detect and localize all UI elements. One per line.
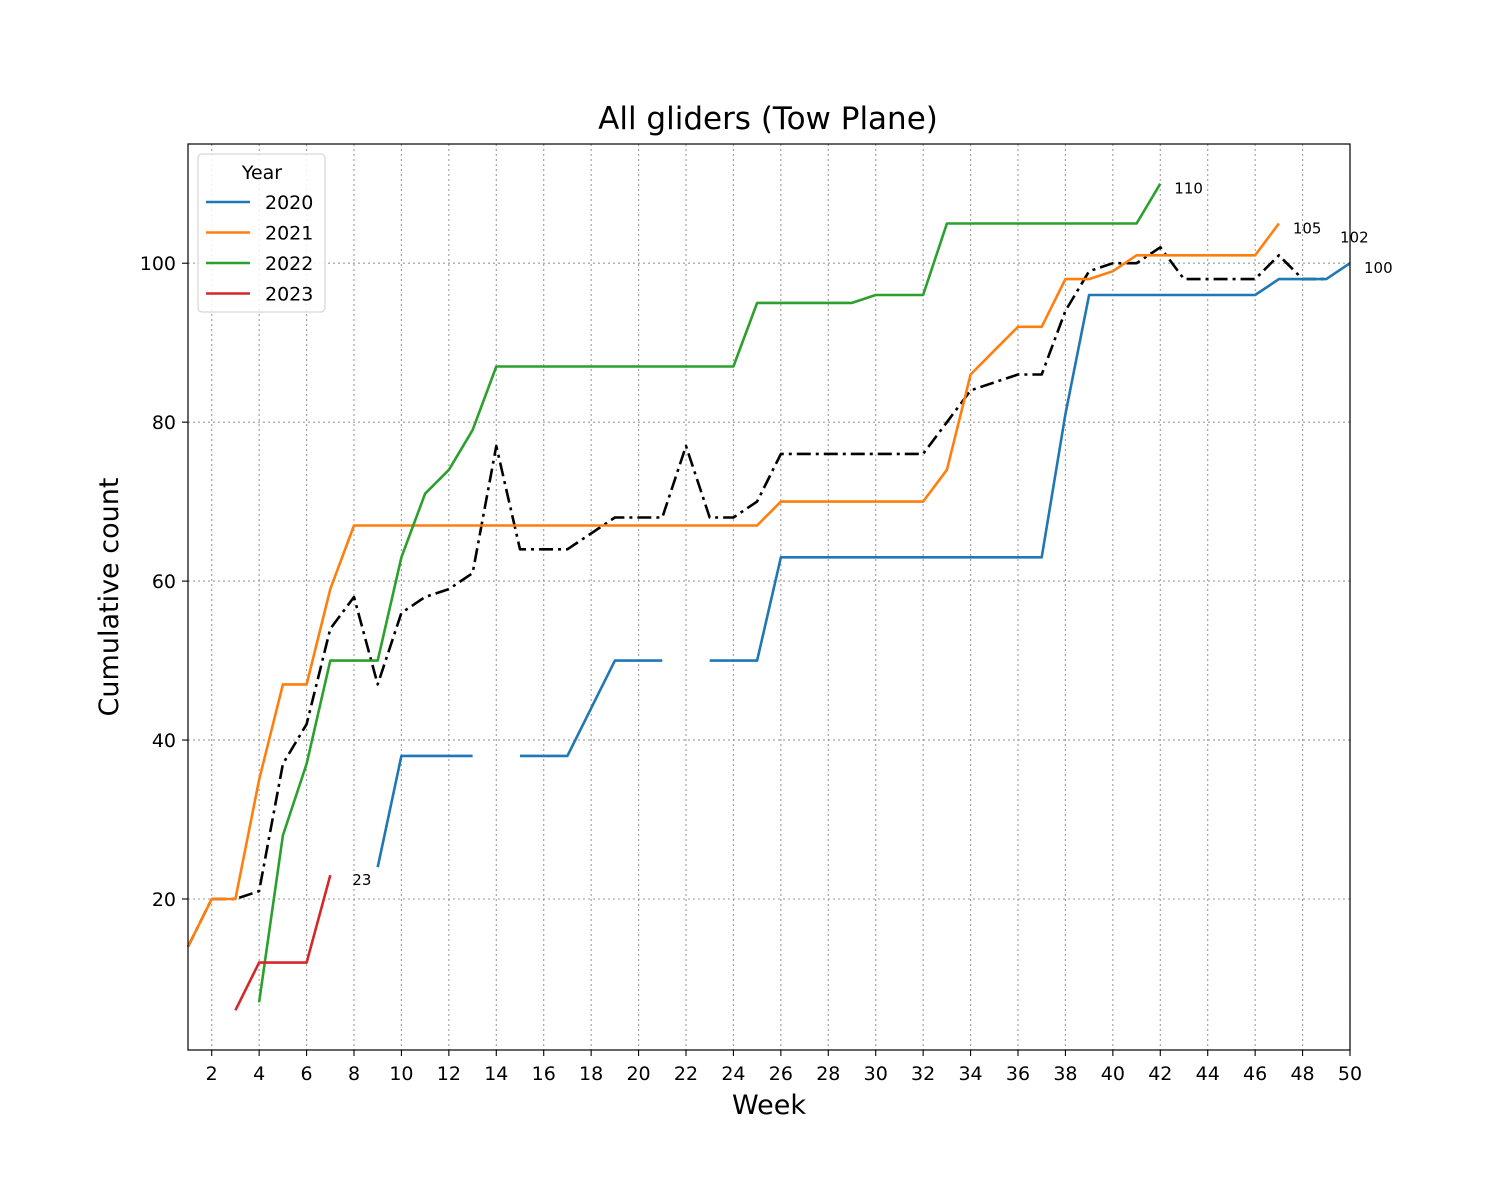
y-tick-label: 100 — [140, 253, 176, 275]
plot-frame — [187, 143, 1351, 1051]
end-labels: 102 100 105 110 23 — [352, 180, 1392, 889]
series-line-2021 — [186, 222, 1280, 948]
legend-label-2023: 2023 — [265, 284, 313, 306]
x-tick-label: 38 — [1053, 1063, 1077, 1085]
legend-label-2021: 2021 — [265, 223, 313, 245]
y-tick-label: 80 — [152, 412, 176, 434]
series-line-2020 — [376, 262, 1351, 868]
x-tick-label: 28 — [816, 1063, 840, 1085]
x-tick-label: 24 — [721, 1063, 745, 1085]
y-tick-label: 40 — [152, 730, 176, 752]
series-lines — [186, 183, 1351, 1011]
x-tick-label: 34 — [958, 1063, 982, 1085]
x-tick-label: 40 — [1101, 1063, 1125, 1085]
grid — [188, 144, 1351, 1050]
end-label-average: 102 — [1340, 228, 1369, 246]
x-tick-label: 46 — [1243, 1063, 1267, 1085]
x-tick-label: 6 — [301, 1063, 313, 1085]
end-label-2022: 110 — [1174, 180, 1203, 198]
legend-label-2020: 2020 — [265, 192, 313, 214]
x-tick-label: 36 — [1006, 1063, 1030, 1085]
x-tick-label: 18 — [579, 1063, 603, 1085]
series-line-2023 — [234, 874, 332, 1011]
x-tick-label: 2 — [206, 1063, 218, 1085]
x-tick-label: 42 — [1148, 1063, 1172, 1085]
y-tick-label: 60 — [152, 571, 176, 593]
x-tick-label: 50 — [1338, 1063, 1362, 1085]
end-label-2020: 100 — [1364, 259, 1393, 277]
end-label-2023: 23 — [352, 871, 371, 889]
x-tick-label: 8 — [348, 1063, 360, 1085]
x-tick-label: 30 — [864, 1063, 888, 1085]
x-tick-label: 14 — [484, 1063, 508, 1085]
x-tick-label: 48 — [1290, 1063, 1314, 1085]
axis-ticks: 2 4 6 8 10 12 14 16 18 20 22 24 26 28 30 32 34 36 38 40 42 44… — [140, 253, 1362, 1085]
legend-label-2022: 2022 — [265, 253, 313, 275]
x-tick-label: 10 — [389, 1063, 413, 1085]
end-label-2021: 105 — [1293, 219, 1322, 237]
series-line-average — [186, 246, 1327, 948]
legend-title: Year — [241, 162, 282, 184]
series-line-2022 — [257, 183, 1162, 1003]
x-tick-label: 12 — [437, 1063, 461, 1085]
x-tick-label: 32 — [911, 1063, 935, 1085]
legend-box — [197, 153, 326, 313]
x-tick-label: 22 — [674, 1063, 698, 1085]
x-tick-label: 26 — [769, 1063, 793, 1085]
x-tick-label: 20 — [626, 1063, 650, 1085]
x-tick-label: 44 — [1196, 1063, 1220, 1085]
chart-title: All gliders (Tow Plane) — [598, 101, 938, 137]
y-axis-title: Cumulative count — [94, 478, 125, 717]
legend: Year 2020 2021 2022 2023 — [197, 153, 326, 313]
x-axis-title: Week — [732, 1090, 806, 1121]
x-tick-label: 4 — [253, 1063, 265, 1085]
y-tick-label: 20 — [152, 889, 176, 911]
x-tick-label: 16 — [532, 1063, 556, 1085]
